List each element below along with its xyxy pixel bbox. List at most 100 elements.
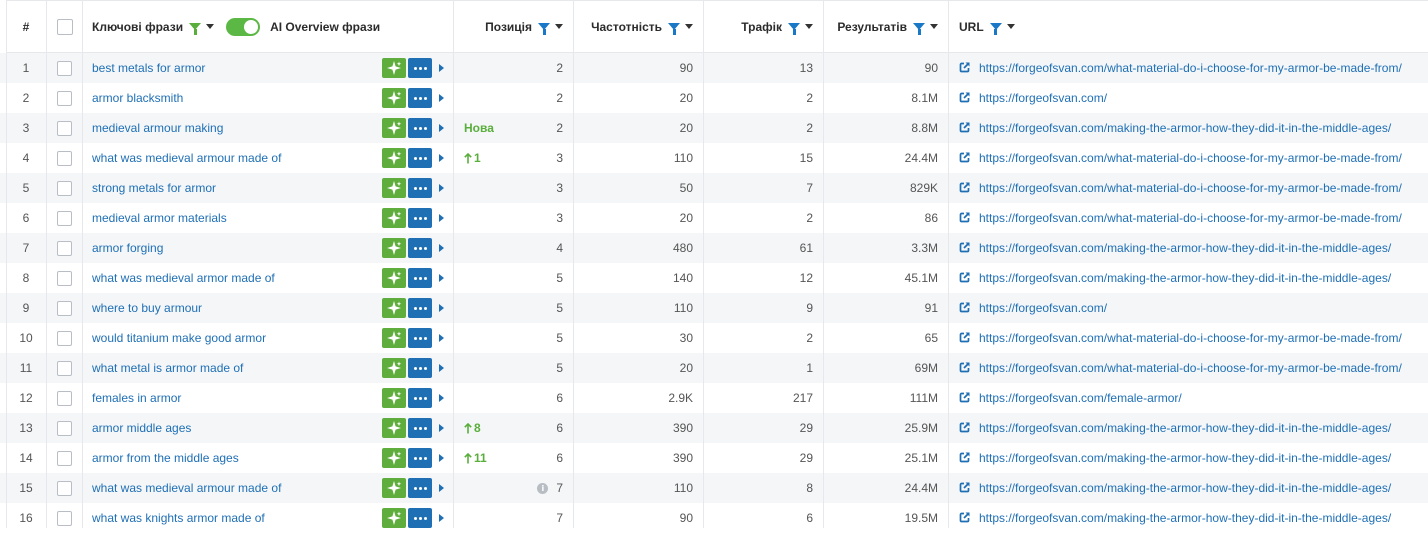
more-options-button[interactable]: [408, 268, 432, 288]
info-icon[interactable]: i: [537, 482, 549, 494]
keywords-caret-icon[interactable]: [206, 24, 215, 29]
keyword-link[interactable]: armor from the middle ages: [92, 451, 239, 465]
expand-arrow-icon[interactable]: [439, 394, 444, 402]
ai-overview-button[interactable]: [382, 58, 406, 78]
keyword-link[interactable]: strong metals for armor: [92, 181, 217, 195]
more-options-button[interactable]: [408, 148, 432, 168]
external-link-icon[interactable]: [959, 271, 971, 286]
keyword-link[interactable]: armor blacksmith: [92, 91, 184, 105]
external-link-icon[interactable]: [959, 391, 971, 406]
url-link[interactable]: https://forgeofsvan.com/what-material-do…: [979, 61, 1402, 75]
expand-arrow-icon[interactable]: [439, 154, 444, 162]
position-column-title[interactable]: Позиція: [485, 19, 532, 34]
more-options-button[interactable]: [408, 88, 432, 108]
expand-arrow-icon[interactable]: [439, 244, 444, 252]
ai-overview-button[interactable]: [382, 268, 406, 288]
more-options-button[interactable]: [408, 238, 432, 258]
external-link-icon[interactable]: [959, 301, 971, 316]
external-link-icon[interactable]: [959, 61, 971, 76]
external-link-icon[interactable]: [959, 451, 971, 466]
expand-arrow-icon[interactable]: [439, 424, 444, 432]
row-checkbox[interactable]: [57, 450, 72, 466]
row-select[interactable]: [46, 53, 83, 83]
row-checkbox[interactable]: [57, 510, 72, 526]
more-options-button[interactable]: [408, 358, 432, 378]
ai-overview-button[interactable]: [382, 418, 406, 438]
keyword-link[interactable]: what metal is armor made of: [92, 361, 244, 375]
ai-overview-button[interactable]: [382, 148, 406, 168]
more-options-button[interactable]: [408, 328, 432, 348]
external-link-icon[interactable]: [959, 511, 971, 526]
keyword-link[interactable]: females in armor: [92, 391, 182, 405]
row-checkbox[interactable]: [57, 390, 72, 406]
url-link[interactable]: https://forgeofsvan.com/making-the-armor…: [979, 451, 1392, 465]
more-options-button[interactable]: [408, 508, 432, 528]
select-all-checkbox[interactable]: [56, 18, 73, 35]
row-select[interactable]: [46, 323, 83, 353]
external-link-icon[interactable]: [959, 361, 971, 376]
ai-overview-button[interactable]: [382, 238, 406, 258]
expand-arrow-icon[interactable]: [439, 64, 444, 72]
url-link[interactable]: https://forgeofsvan.com/what-material-do…: [979, 151, 1402, 165]
row-checkbox[interactable]: [57, 270, 72, 286]
header-results[interactable]: Результатів: [823, 1, 948, 52]
row-checkbox[interactable]: [57, 120, 72, 136]
keyword-link[interactable]: what was medieval armour made of: [92, 481, 282, 495]
keywords-filter-icon[interactable]: [189, 23, 202, 35]
row-select[interactable]: [46, 113, 83, 143]
ai-overview-button[interactable]: [382, 298, 406, 318]
row-select[interactable]: [46, 413, 83, 443]
external-link-icon[interactable]: [959, 91, 971, 106]
external-link-icon[interactable]: [959, 331, 971, 346]
url-column-title[interactable]: URL: [959, 19, 984, 34]
position-filter-icon[interactable]: [538, 23, 550, 35]
keyword-link[interactable]: what was knights armor made of: [92, 511, 265, 525]
row-select[interactable]: [46, 143, 83, 173]
external-link-icon[interactable]: [959, 121, 971, 136]
keyword-link[interactable]: armor middle ages: [92, 421, 192, 435]
keyword-link[interactable]: medieval armour making: [92, 121, 224, 135]
row-checkbox[interactable]: [57, 480, 72, 496]
keyword-link[interactable]: what was medieval armour made of: [92, 151, 282, 165]
keyword-link[interactable]: armor forging: [92, 241, 164, 255]
expand-arrow-icon[interactable]: [439, 514, 444, 522]
row-checkbox[interactable]: [57, 210, 72, 226]
keyword-link[interactable]: medieval armor materials: [92, 211, 227, 225]
external-link-icon[interactable]: [959, 241, 971, 256]
frequency-filter-icon[interactable]: [668, 23, 680, 35]
external-link-icon[interactable]: [959, 151, 971, 166]
url-link[interactable]: https://forgeofsvan.com/what-material-do…: [979, 211, 1402, 225]
external-link-icon[interactable]: [959, 181, 971, 196]
row-checkbox[interactable]: [57, 150, 72, 166]
expand-arrow-icon[interactable]: [439, 484, 444, 492]
expand-arrow-icon[interactable]: [439, 364, 444, 372]
row-select[interactable]: [46, 263, 83, 293]
keywords-column-title[interactable]: Ключові фрази: [92, 19, 184, 34]
frequency-column-title[interactable]: Частотність: [591, 19, 662, 34]
ai-overview-button[interactable]: [382, 88, 406, 108]
url-link[interactable]: https://forgeofsvan.com/what-material-do…: [979, 361, 1402, 375]
row-select[interactable]: [46, 83, 83, 113]
expand-arrow-icon[interactable]: [439, 274, 444, 282]
url-link[interactable]: https://forgeofsvan.com/: [979, 91, 1108, 105]
url-link[interactable]: https://forgeofsvan.com/what-material-do…: [979, 181, 1402, 195]
url-caret-icon[interactable]: [1006, 24, 1015, 29]
more-options-button[interactable]: [408, 418, 432, 438]
keyword-link[interactable]: what was medieval armor made of: [92, 271, 275, 285]
results-column-title[interactable]: Результатів: [837, 19, 907, 34]
keyword-link[interactable]: best metals for armor: [92, 61, 206, 75]
expand-arrow-icon[interactable]: [439, 304, 444, 312]
ai-overview-button[interactable]: [382, 328, 406, 348]
keyword-link[interactable]: would titanium make good armor: [92, 331, 267, 345]
ai-overview-button[interactable]: [382, 208, 406, 228]
row-select[interactable]: [46, 353, 83, 383]
url-link[interactable]: https://forgeofsvan.com/making-the-armor…: [979, 241, 1392, 255]
row-checkbox[interactable]: [57, 240, 72, 256]
more-options-button[interactable]: [408, 208, 432, 228]
row-select[interactable]: [46, 383, 83, 413]
traffic-caret-icon[interactable]: [805, 24, 813, 29]
external-link-icon[interactable]: [959, 421, 971, 436]
header-url[interactable]: URL: [948, 1, 1428, 52]
row-checkbox[interactable]: [57, 180, 72, 196]
row-checkbox[interactable]: [57, 420, 72, 436]
